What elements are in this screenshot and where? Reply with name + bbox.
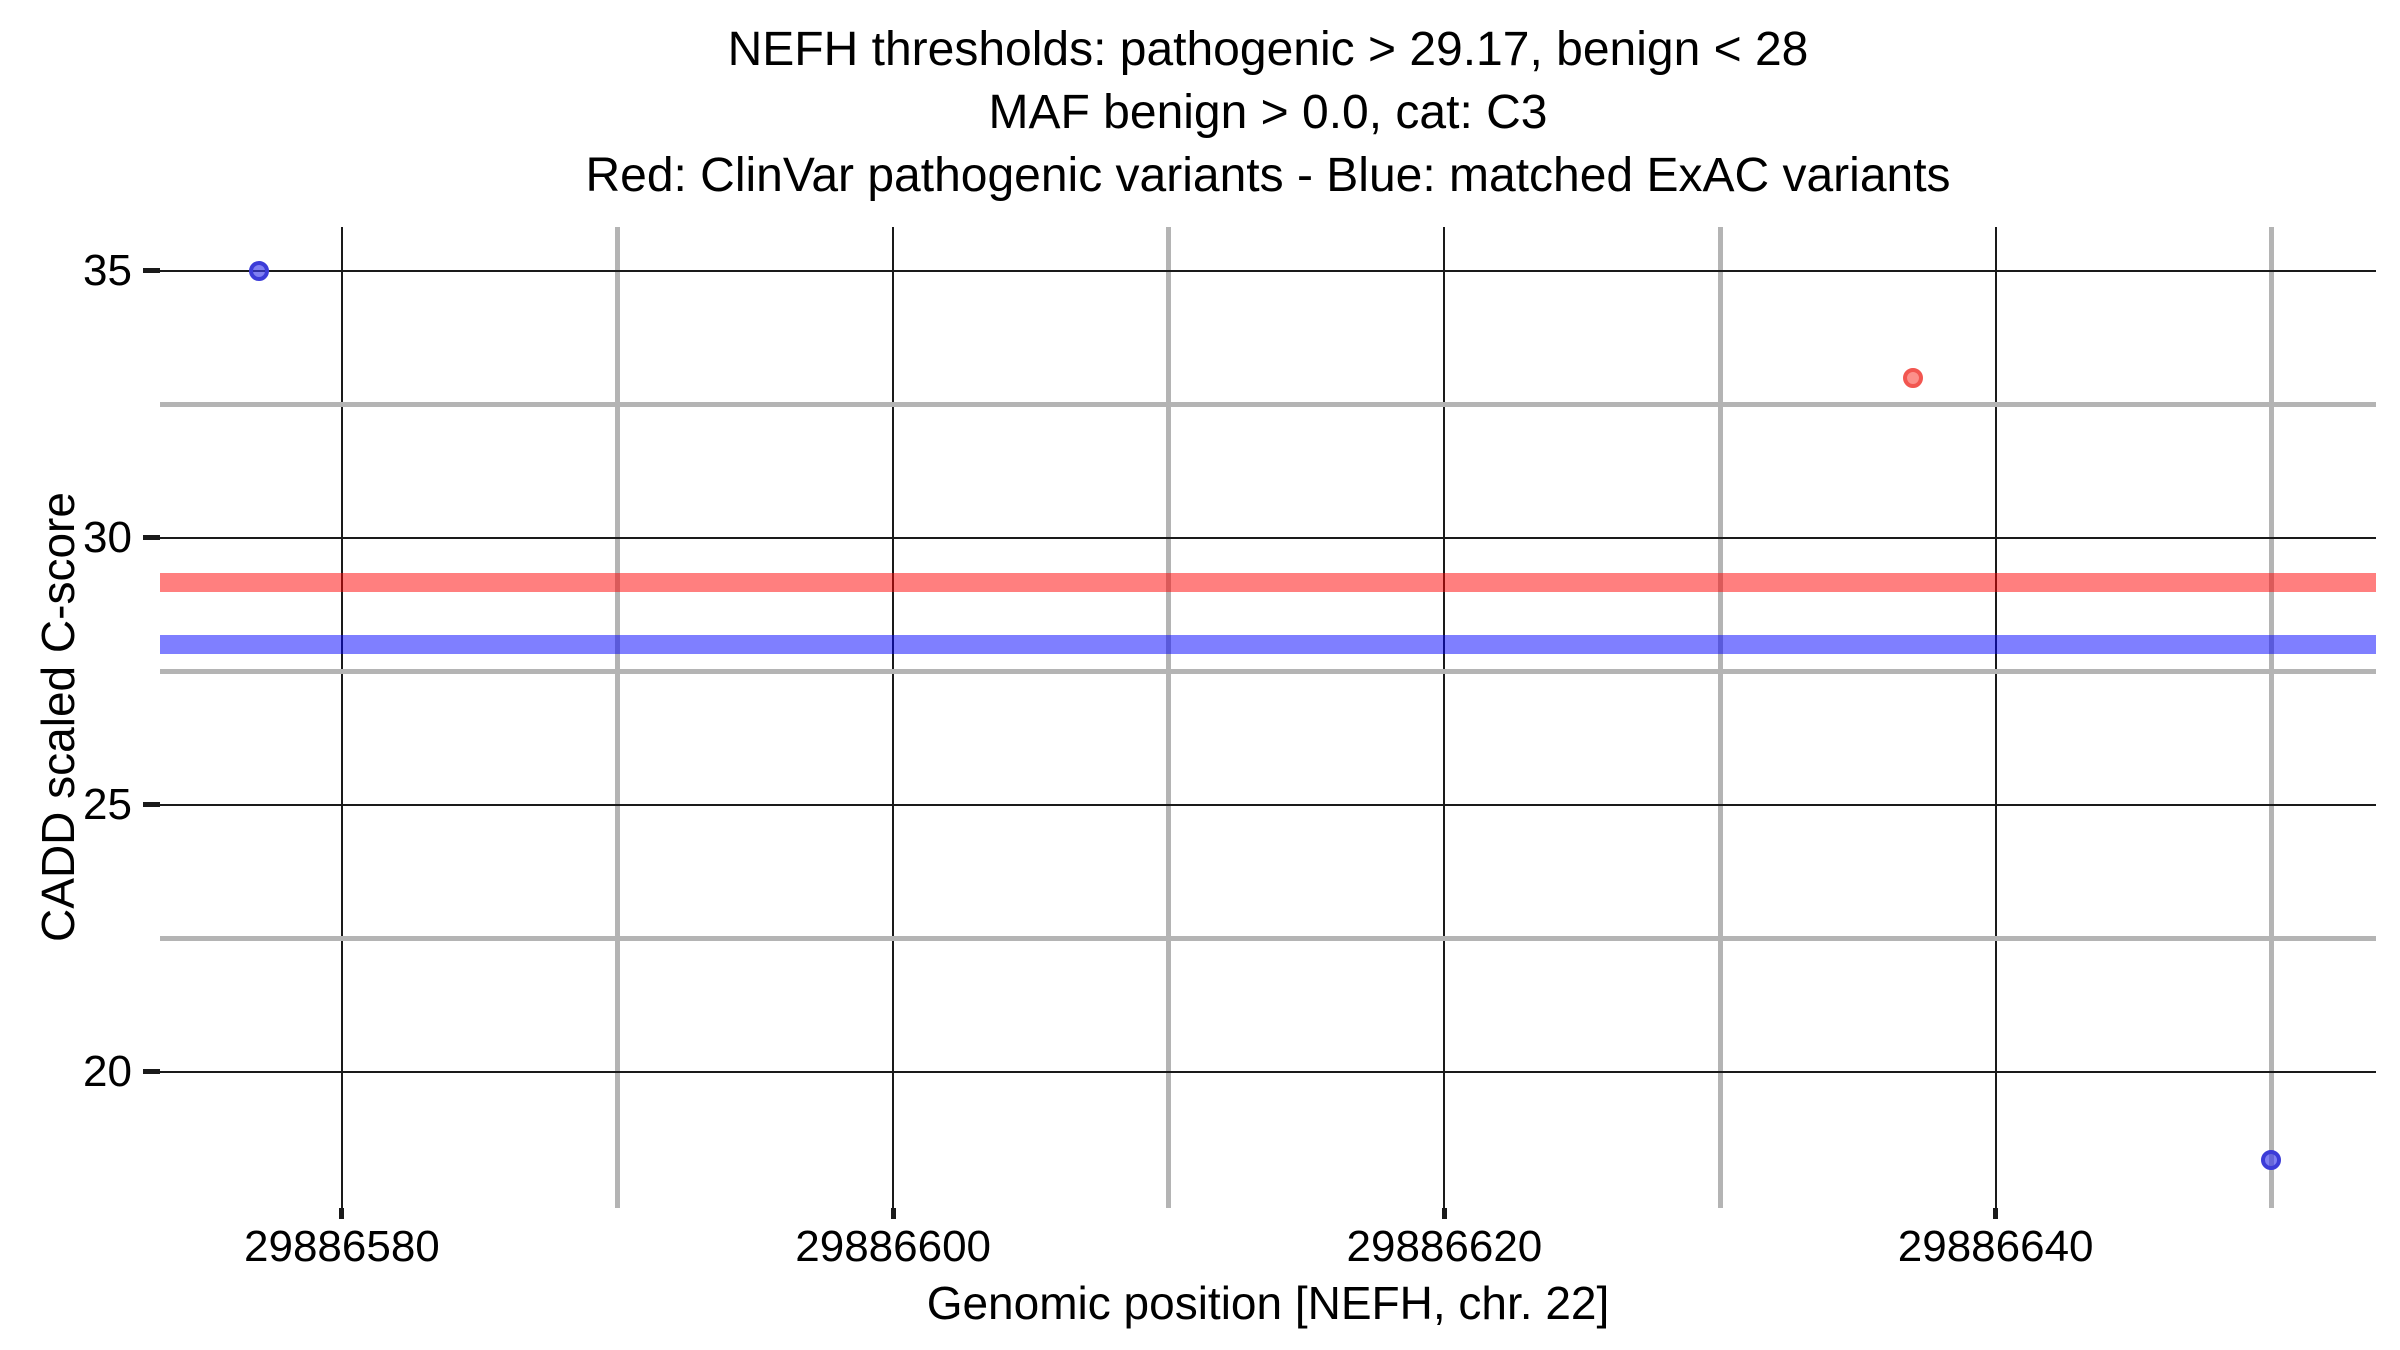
x-major-gridline xyxy=(1443,227,1446,1208)
y-tick-mark xyxy=(143,1069,160,1075)
y-major-gridline xyxy=(160,536,2376,539)
x-major-gridline xyxy=(1994,227,1997,1208)
y-minor-gridline xyxy=(160,668,2376,674)
y-major-gridline xyxy=(160,803,2376,806)
y-tick-mark xyxy=(143,802,160,808)
data-point xyxy=(2261,1149,2282,1170)
chart-title-line-3: Red: ClinVar pathogenic variants - Blue:… xyxy=(585,149,1951,202)
x-tick-label: 29886580 xyxy=(244,1222,440,1271)
x-tick-mark xyxy=(339,1208,345,1219)
x-tick-label: 29886640 xyxy=(1897,1222,2094,1271)
chart-title-line-2: MAF benign > 0.0, cat: C3 xyxy=(988,86,1548,139)
threshold-band-benign xyxy=(160,635,2376,655)
y-minor-gridline xyxy=(160,935,2376,941)
x-tick-label: 29886600 xyxy=(795,1222,992,1271)
x-major-gridline xyxy=(340,227,343,1208)
data-point xyxy=(1902,367,1923,388)
y-tick-label: 30 xyxy=(83,512,132,562)
x-tick-mark xyxy=(1993,1208,1999,1219)
x-minor-gridline xyxy=(1717,227,1723,1208)
x-minor-gridline xyxy=(1166,227,1172,1208)
y-major-gridline xyxy=(160,1070,2376,1073)
chart-title: NEFH thresholds: pathogenic > 29.17, ben… xyxy=(160,18,2376,207)
y-axis-label: CADD scaled C-score xyxy=(32,492,84,942)
x-axis-label: Genomic position [NEFH, chr. 22] xyxy=(926,1277,1610,1329)
x-minor-gridline xyxy=(2268,227,2274,1208)
y-tick-label: 20 xyxy=(83,1046,132,1096)
x-tick-mark xyxy=(890,1208,896,1219)
x-minor-gridline xyxy=(615,227,621,1208)
y-tick-label: 35 xyxy=(83,245,132,295)
y-tick-label: 25 xyxy=(83,779,132,829)
x-tick-mark xyxy=(1441,1208,1447,1219)
y-minor-gridline xyxy=(160,401,2376,407)
threshold-band-pathogenic xyxy=(160,572,2376,592)
data-point xyxy=(249,260,270,281)
y-tick-mark xyxy=(143,535,160,541)
y-tick-mark xyxy=(143,268,160,274)
x-tick-label: 29886620 xyxy=(1346,1222,1543,1271)
x-major-gridline xyxy=(892,227,895,1208)
y-major-gridline xyxy=(160,269,2376,272)
chart-title-line-1: NEFH thresholds: pathogenic > 29.17, ben… xyxy=(727,23,1809,76)
